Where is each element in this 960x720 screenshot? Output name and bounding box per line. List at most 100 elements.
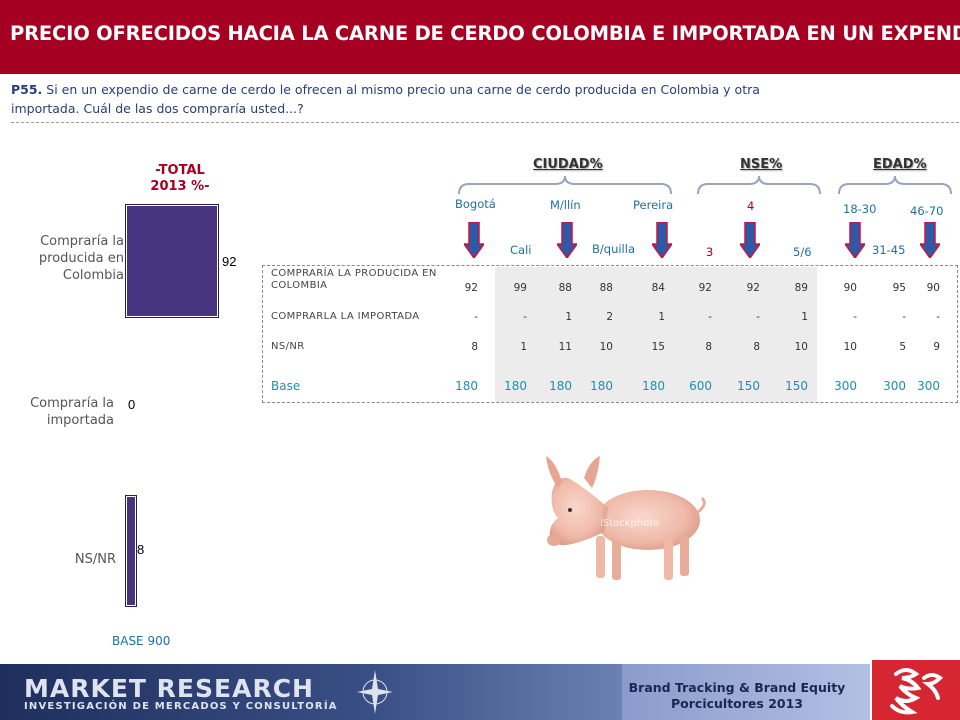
- group-nse: NSE%: [740, 157, 783, 172]
- page-title: PRECIO OFRECIDOS HACIA LA CARNE DE CERDO…: [10, 22, 960, 45]
- table-row-label-importada: COMPRARLA LA IMPORTADA: [271, 311, 420, 322]
- table-cell-base: 300: [834, 379, 857, 393]
- compass-icon: [357, 670, 393, 714]
- table-cell: 15: [651, 341, 665, 353]
- label-line: importada: [46, 413, 114, 428]
- col-cali: Cali: [510, 243, 532, 257]
- brace-ciudad: [458, 175, 672, 195]
- study-subtitle: Porcicultores 2013: [671, 696, 803, 711]
- table-cell-base: 300: [883, 379, 906, 393]
- data-table: [262, 265, 958, 403]
- nse-shading: [495, 267, 817, 402]
- total-value-importada: 0: [128, 397, 136, 412]
- arrow-down-icon: [740, 222, 760, 258]
- table-cell: -: [708, 311, 712, 323]
- company-logo-icon: [872, 660, 960, 720]
- table-cell-base: 150: [737, 379, 760, 393]
- total-bar-nsnr: [125, 495, 137, 607]
- total-row-label-importada: Compraría la importada: [4, 395, 114, 429]
- col-pereira: Pereira: [633, 198, 674, 212]
- table-cell: 99: [513, 282, 527, 294]
- table-cell-base: 180: [504, 379, 527, 393]
- col-barranquilla: B/quilla: [592, 242, 635, 256]
- table-cell: 89: [794, 282, 808, 294]
- question-code: P55.: [11, 82, 43, 97]
- table-cell: 9: [933, 341, 940, 353]
- table-cell: 8: [753, 341, 760, 353]
- table-cell: -: [474, 311, 478, 323]
- table-cell: 88: [558, 282, 572, 294]
- table-cell: 10: [599, 341, 613, 353]
- study-title: Brand Tracking & Brand Equity: [628, 680, 846, 695]
- table-cell: 92: [698, 282, 712, 294]
- label-line: Colombia: [62, 268, 124, 283]
- table-cell: 84: [651, 282, 665, 294]
- arrow-down-icon: [464, 222, 484, 258]
- table-row-label-nsnr: NS/NR: [271, 341, 305, 352]
- table-cell: 1: [520, 341, 527, 353]
- total-label: -TOTAL 2013 %-: [130, 163, 230, 195]
- label-line: NS/NR: [74, 552, 116, 567]
- table-row-label-colombia: COMPRARÍA LA PRODUCIDA EN COLOMBIA: [271, 268, 437, 292]
- brace-nse: [697, 175, 821, 195]
- question-divider: [11, 122, 959, 123]
- total-label-line1: -TOTAL: [155, 163, 205, 178]
- watermark-text: iStockphoto: [600, 518, 659, 529]
- group-ciudad: CIUDAD%: [533, 157, 603, 172]
- table-cell: 2: [606, 311, 613, 323]
- brand-name: MARKET RESEARCH: [24, 674, 314, 703]
- col-nse-3: 3: [706, 245, 714, 259]
- title-bar: [0, 0, 960, 74]
- group-edad: EDAD%: [873, 157, 927, 172]
- table-cell: -: [936, 311, 940, 323]
- row-name-line: COMPRARÍA LA PRODUCIDA EN: [271, 268, 437, 279]
- table-cell-base: 300: [917, 379, 940, 393]
- table-cell: -: [756, 311, 760, 323]
- total-row-label-colombia: Compraría la producida en Colombia: [14, 233, 124, 284]
- table-cell: 8: [471, 341, 478, 353]
- table-cell: 95: [892, 282, 906, 294]
- table-cell: -: [902, 311, 906, 323]
- arrow-down-icon: [845, 222, 865, 258]
- total-base: BASE 900: [112, 634, 171, 648]
- row-name-line: COLOMBIA: [271, 280, 328, 291]
- label-line: Compraría la: [30, 396, 114, 411]
- table-cell: 92: [464, 282, 478, 294]
- table-cell: 90: [926, 282, 940, 294]
- table-cell: 90: [843, 282, 857, 294]
- total-bar-importada: [126, 392, 128, 394]
- pig-image: iStockphoto: [546, 456, 706, 580]
- table-cell: 8: [705, 341, 712, 353]
- table-cell: 5: [899, 341, 906, 353]
- col-edad-4670: 46-70: [910, 204, 944, 218]
- brand-tagline: INVESTIGACIÓN DE MERCADOS Y CONSULTORÍA: [24, 701, 338, 712]
- total-value-colombia: 92: [222, 254, 237, 269]
- brace-edad: [838, 175, 952, 195]
- arrow-down-icon: [652, 222, 672, 258]
- table-cell-base: 180: [455, 379, 478, 393]
- footer-study-area: [622, 664, 870, 720]
- table-cell: 92: [746, 282, 760, 294]
- table-cell-base: 150: [785, 379, 808, 393]
- col-edad-3145: 31-45: [872, 243, 906, 257]
- question-text: P55. Si en un expendio de carne de cerdo…: [11, 80, 831, 118]
- label-line: producida en: [38, 251, 124, 266]
- table-cell: 10: [794, 341, 808, 353]
- footer-brand-area: [0, 664, 622, 720]
- total-bar-colombia: [125, 204, 219, 318]
- table-cell-base: 180: [590, 379, 613, 393]
- table-cell-base: 600: [689, 379, 712, 393]
- table-cell-base: 180: [549, 379, 572, 393]
- col-medellin: M/llín: [550, 198, 581, 212]
- table-cell: -: [853, 311, 857, 323]
- table-cell: 1: [565, 311, 572, 323]
- col-nse-4: 4: [747, 199, 755, 213]
- table-cell: 1: [658, 311, 665, 323]
- table-cell: 88: [599, 282, 613, 294]
- question-body: Si en un expendio de carne de cerdo le o…: [11, 82, 760, 116]
- col-nse-56: 5/6: [793, 245, 812, 259]
- arrow-down-icon: [557, 222, 577, 258]
- arrow-down-icon: [920, 222, 940, 258]
- col-edad-1830: 18-30: [843, 202, 877, 216]
- col-bogota: Bogotá: [455, 197, 496, 211]
